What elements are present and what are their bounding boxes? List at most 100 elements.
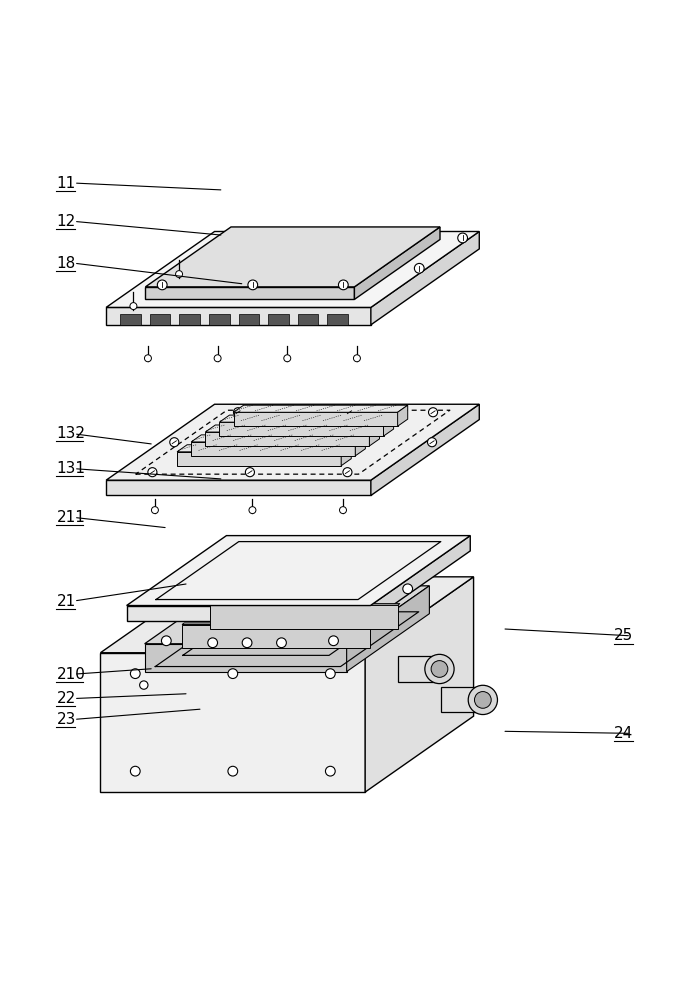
Polygon shape [234,412,398,426]
Polygon shape [239,314,259,325]
Circle shape [236,584,246,594]
Polygon shape [219,422,383,436]
Polygon shape [101,653,365,792]
Text: 211: 211 [57,510,85,525]
Polygon shape [149,314,170,325]
Polygon shape [234,405,408,412]
Polygon shape [205,425,380,432]
Circle shape [353,355,360,362]
Circle shape [325,766,335,776]
Circle shape [343,468,352,477]
Circle shape [468,685,498,715]
Polygon shape [268,314,289,325]
Circle shape [458,233,468,243]
Circle shape [431,661,448,677]
Circle shape [357,582,366,592]
Polygon shape [120,314,141,325]
Polygon shape [347,586,429,672]
Circle shape [214,355,221,362]
Polygon shape [182,623,373,625]
Circle shape [322,582,332,592]
Polygon shape [371,536,470,621]
Polygon shape [145,287,355,299]
Circle shape [325,669,335,679]
Circle shape [170,438,179,447]
Polygon shape [219,415,394,422]
Polygon shape [398,405,408,426]
Circle shape [131,766,140,776]
Circle shape [288,582,297,592]
Circle shape [249,507,256,514]
Circle shape [130,303,137,310]
Text: 21: 21 [57,594,75,609]
Polygon shape [144,644,347,672]
Circle shape [228,766,238,776]
Circle shape [403,584,413,594]
Polygon shape [205,432,369,446]
Polygon shape [371,404,480,495]
Polygon shape [106,231,480,307]
Polygon shape [106,307,371,325]
Polygon shape [177,452,341,466]
Circle shape [339,280,348,290]
Circle shape [148,468,157,477]
Text: 132: 132 [57,426,85,441]
Polygon shape [145,227,440,287]
Polygon shape [341,445,351,466]
Polygon shape [383,415,394,436]
Text: 24: 24 [614,726,633,741]
Circle shape [140,681,148,689]
Circle shape [157,280,167,290]
Polygon shape [371,231,480,325]
Polygon shape [209,604,400,605]
Polygon shape [355,227,440,299]
Polygon shape [209,314,230,325]
Circle shape [144,355,151,362]
Polygon shape [182,625,370,648]
Polygon shape [101,577,473,653]
Text: 23: 23 [57,712,76,727]
Text: 210: 210 [57,667,85,682]
Circle shape [248,280,258,290]
Circle shape [176,271,183,278]
Polygon shape [106,404,480,480]
Polygon shape [298,314,318,325]
Polygon shape [177,445,351,452]
Polygon shape [327,314,348,325]
Polygon shape [355,435,365,456]
Circle shape [339,507,346,514]
Circle shape [427,438,436,447]
Polygon shape [126,536,470,606]
Circle shape [161,636,171,646]
Polygon shape [144,586,429,644]
Circle shape [276,638,286,648]
Text: 12: 12 [57,214,75,229]
Polygon shape [191,435,365,442]
Circle shape [246,468,255,477]
Circle shape [228,669,238,679]
Text: 131: 131 [57,461,85,476]
Circle shape [425,654,454,684]
Circle shape [345,408,354,417]
Circle shape [131,669,140,679]
Polygon shape [441,687,483,712]
Polygon shape [126,606,371,621]
Polygon shape [398,656,440,682]
Circle shape [242,638,252,648]
Circle shape [233,408,242,417]
Polygon shape [179,314,200,325]
Circle shape [329,636,339,646]
Polygon shape [106,480,371,495]
Text: 25: 25 [614,628,633,643]
Circle shape [415,263,424,273]
Circle shape [151,507,158,514]
Polygon shape [209,605,398,629]
Text: 18: 18 [57,256,75,271]
Polygon shape [191,442,355,456]
Circle shape [208,638,218,648]
Polygon shape [365,577,473,792]
Circle shape [284,355,291,362]
Text: 22: 22 [57,691,75,706]
Text: 11: 11 [57,176,75,191]
Circle shape [475,692,491,708]
